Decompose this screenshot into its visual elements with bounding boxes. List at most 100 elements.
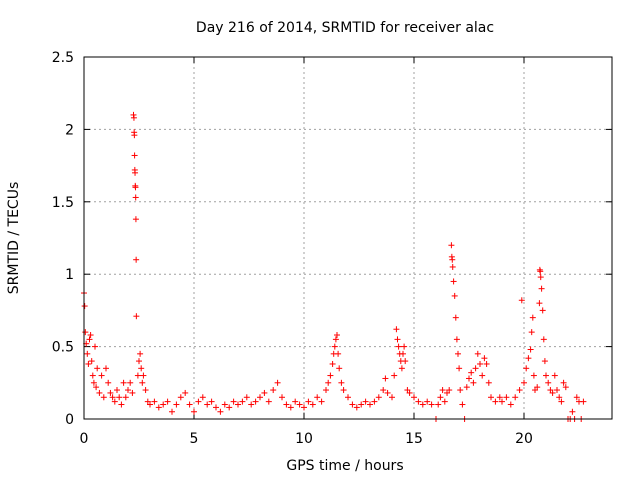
- data-point: [457, 387, 464, 394]
- data-point: [243, 394, 250, 401]
- data-point: [88, 358, 95, 365]
- data-point: [537, 268, 544, 275]
- data-point: [538, 285, 545, 292]
- data-point: [235, 401, 241, 408]
- data-point: [448, 242, 455, 249]
- data-point: [371, 398, 378, 405]
- data-point: [353, 404, 360, 411]
- data-point: [472, 365, 479, 372]
- data-point: [204, 401, 211, 408]
- data-point: [470, 379, 477, 386]
- data-point: [468, 369, 475, 376]
- axis-ticks: 0 0.5 1 1.5 2 2.5 0 5 10 15 20: [52, 50, 612, 447]
- data-point: [534, 384, 541, 391]
- data-point: [90, 379, 97, 386]
- data-point: [221, 401, 228, 408]
- data-point: [556, 394, 563, 401]
- data-point: [100, 394, 107, 401]
- data-point: [503, 394, 510, 401]
- data-point: [463, 384, 470, 391]
- y-tick-label: 0.5: [52, 340, 74, 356]
- data-point: [147, 401, 153, 408]
- data-point: [103, 365, 109, 372]
- data-point: [449, 256, 456, 263]
- data-point: [512, 394, 519, 401]
- data-point: [459, 401, 466, 408]
- data-point: [518, 297, 525, 304]
- data-point: [325, 379, 332, 386]
- data-point: [105, 379, 112, 386]
- data-point: [336, 365, 343, 372]
- data-point: [528, 329, 535, 336]
- data-point: [92, 343, 98, 350]
- data-point: [98, 372, 105, 379]
- data-point: [132, 169, 139, 176]
- data-point: [375, 394, 382, 401]
- data-point: [451, 292, 458, 299]
- data-point: [139, 379, 146, 386]
- chart-title: Day 216 of 2014, SRMTID for receiver ala…: [196, 20, 494, 36]
- data-point: [580, 398, 587, 405]
- data-point: [283, 401, 290, 408]
- data-point: [279, 394, 285, 401]
- data-points: [81, 111, 587, 422]
- data-point: [169, 408, 175, 415]
- data-point: [483, 360, 490, 367]
- data-point: [340, 387, 347, 394]
- data-point: [142, 387, 149, 394]
- data-point: [248, 401, 255, 408]
- data-point: [530, 372, 537, 379]
- data-point: [521, 379, 527, 386]
- data-point: [127, 379, 134, 386]
- data-point: [358, 401, 365, 408]
- data-point: [116, 394, 123, 401]
- data-point: [133, 313, 140, 320]
- data-point: [208, 398, 215, 405]
- data-point: [573, 394, 580, 401]
- data-point: [362, 398, 369, 405]
- plot-frame: [83, 56, 613, 420]
- data-point: [191, 408, 197, 415]
- data-point: [545, 379, 552, 386]
- data-point: [131, 152, 138, 159]
- data-point: [195, 398, 202, 405]
- data-point: [173, 401, 180, 408]
- data-point: [140, 372, 147, 379]
- data-point: [539, 307, 546, 314]
- data-point: [132, 216, 139, 223]
- data-point: [411, 394, 417, 401]
- data-point: [217, 408, 224, 415]
- data-point: [439, 387, 446, 394]
- data-point: [449, 263, 456, 270]
- data-point: [133, 256, 140, 263]
- data-point: [335, 350, 342, 357]
- data-point: [402, 358, 409, 365]
- data-point: [424, 398, 431, 405]
- data-point: [446, 387, 453, 394]
- data-point: [499, 398, 505, 405]
- data-point: [406, 389, 413, 396]
- data-point: [456, 365, 463, 372]
- data-point: [452, 314, 459, 321]
- data-point: [331, 343, 338, 350]
- data-point: [551, 372, 558, 379]
- data-point: [345, 394, 351, 401]
- data-point: [437, 394, 444, 401]
- data-point: [107, 389, 114, 396]
- data-point: [334, 332, 340, 339]
- data-point: [199, 394, 206, 401]
- data-point: [488, 394, 494, 401]
- data-point: [384, 389, 391, 396]
- data-point: [84, 350, 91, 357]
- data-point: [477, 360, 483, 367]
- data-point: [151, 398, 158, 405]
- y-tick-label: 1: [65, 267, 74, 283]
- data-point: [96, 389, 103, 396]
- data-point: [455, 350, 461, 357]
- data-point: [398, 365, 405, 372]
- data-point: [428, 401, 435, 408]
- data-point: [540, 336, 547, 343]
- data-point: [562, 384, 569, 391]
- data-point: [391, 372, 398, 379]
